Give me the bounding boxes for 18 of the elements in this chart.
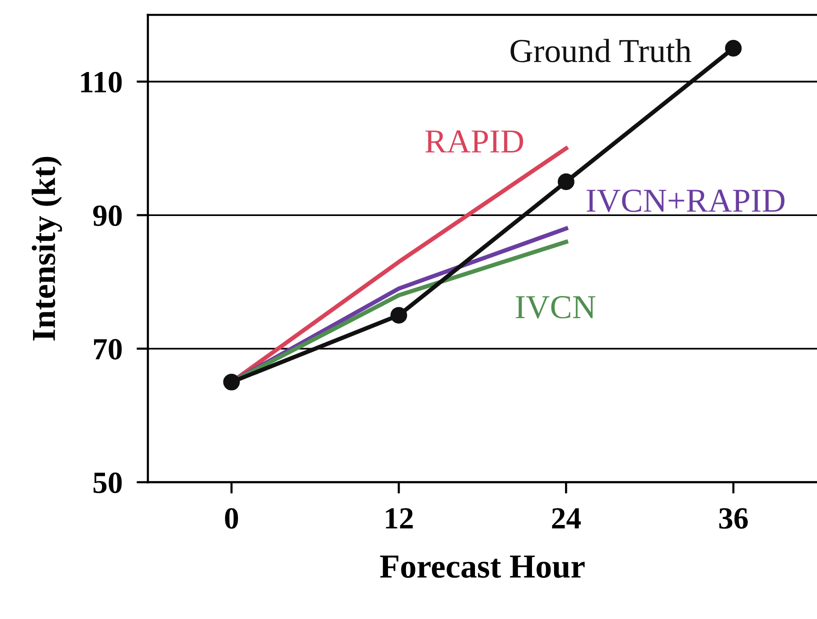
point <box>558 173 574 190</box>
point <box>223 374 240 390</box>
y-tick-label: 90 <box>93 205 122 226</box>
y-tick-label: 70 <box>94 338 122 360</box>
x-axis-title: Forecast Hour <box>380 556 585 578</box>
y-tick-label: 110 <box>81 72 122 93</box>
series-label: Ground Truth <box>510 38 692 62</box>
point <box>390 306 408 324</box>
x-tick-label: 36 <box>719 508 748 529</box>
x-tick-label: 0 <box>225 508 238 529</box>
y-axis-title: Intensity (kt) <box>32 156 62 340</box>
series-label: IVCN+RAPID <box>586 190 784 212</box>
series-label: IVCN <box>516 296 596 319</box>
series-label: RAPID <box>425 130 524 152</box>
point <box>725 40 742 57</box>
x-tick-label: 24 <box>552 508 581 528</box>
x-tick-label: 12 <box>386 508 413 528</box>
y-tick-label: 50 <box>94 472 122 494</box>
